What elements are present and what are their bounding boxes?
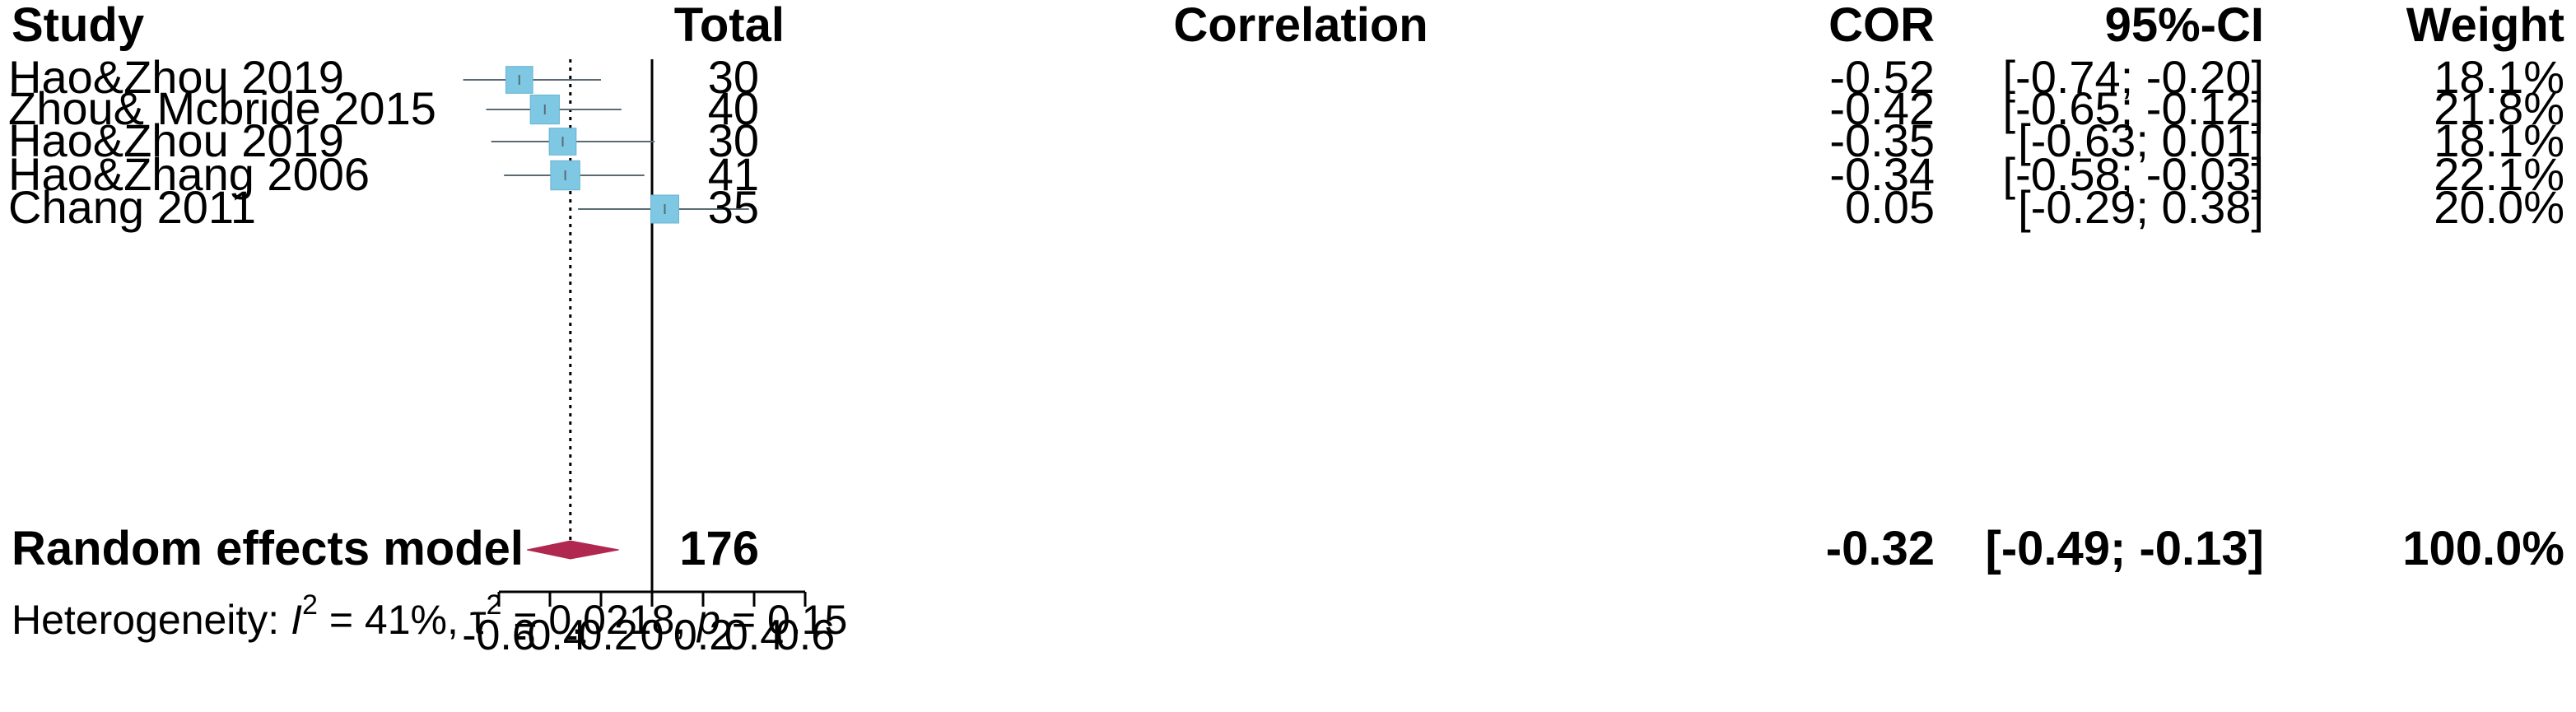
study-cor: 0.05 <box>1845 181 1935 233</box>
study-label: Hao&Zhang 2006 <box>8 148 370 200</box>
study-total: 30 <box>708 114 759 166</box>
study-cor: -0.34 <box>1829 148 1935 200</box>
study-label: Hao&Zhou 2019 <box>8 51 344 103</box>
summary-cor: -0.32 <box>1826 522 1935 575</box>
het-i2-value: = 41%, <box>318 597 470 643</box>
study-total: 40 <box>708 82 759 134</box>
summary-label: Random effects model <box>12 522 524 575</box>
study-ci: [-0.65; -0.12] <box>2002 82 2264 134</box>
study-total: 35 <box>708 181 759 233</box>
study-weight: 21.8% <box>2434 82 2564 134</box>
header-study: Study <box>12 0 144 52</box>
study-rows: Hao&Zhou 2019 30 -0.52 [-0.74; -0.20] 18.1% Z… <box>8 51 2564 233</box>
het-prefix: Heterogeneity: <box>12 597 291 643</box>
study-weight: 18.1% <box>2434 114 2564 166</box>
study-ci: [-0.29; 0.38] <box>2018 181 2264 233</box>
heterogeneity-text: Heterogeneity: I2 = 41%, τ2 = 0.0218, p … <box>12 589 847 643</box>
study-label: Zhou& Mcbride 2015 <box>8 82 436 134</box>
study-weight: 20.0% <box>2434 181 2564 233</box>
study-total: 41 <box>708 148 759 200</box>
het-i2-symbol: I <box>291 597 302 643</box>
summary-ci: [-0.49; -0.13] <box>1986 522 2264 575</box>
header-ci: 95%-CI <box>2105 0 2264 52</box>
het-tau2-symbol: τ <box>470 597 487 643</box>
study-label: Chang 2011 <box>8 181 256 233</box>
study-weight: 22.1% <box>2434 148 2564 200</box>
x-axis: -0.6-0.4-0.2 0 0.20.40.6 <box>462 590 835 659</box>
study-weight: 18.1% <box>2434 51 2564 103</box>
study-label: Hao&Zhou 2019 <box>8 114 344 166</box>
study-cor: -0.35 <box>1829 114 1935 166</box>
header-cor: COR <box>1828 0 1935 52</box>
study-total: 30 <box>708 51 759 103</box>
study-cor: -0.52 <box>1829 51 1935 103</box>
header-correlation: Correlation <box>1173 0 1428 52</box>
axis-tick-label: 0 <box>641 612 664 659</box>
summary-total: 176 <box>679 522 759 575</box>
study-cor: -0.42 <box>1829 82 1935 134</box>
het-tau2-value: = 0.0218, <box>501 597 697 643</box>
summary-diamond <box>526 540 619 560</box>
plot-marks <box>463 59 749 592</box>
study-ci: [-0.58; -0.03] <box>2002 148 2264 200</box>
axis-tick-label: -0.2 <box>564 612 638 659</box>
het-i2-sup: 2 <box>302 589 318 621</box>
summary-weight: 100.0% <box>2402 522 2564 575</box>
study-ci: [-0.74; -0.20] <box>2002 51 2264 103</box>
axis-tick-label: 0.2 <box>673 612 733 659</box>
axis-tick-label: -0.4 <box>513 612 587 659</box>
axis-tick-label: -0.6 <box>462 612 536 659</box>
axis-tick-label: 0.6 <box>776 612 835 659</box>
het-p-value: = 0.15 <box>720 597 847 643</box>
het-p-symbol: p <box>696 597 720 643</box>
study-ci: [-0.63; 0.01] <box>2018 114 2264 166</box>
header-total: Total <box>674 0 785 52</box>
axis-tick-label: 0.4 <box>724 612 784 659</box>
header-weight: Weight <box>2406 0 2564 52</box>
